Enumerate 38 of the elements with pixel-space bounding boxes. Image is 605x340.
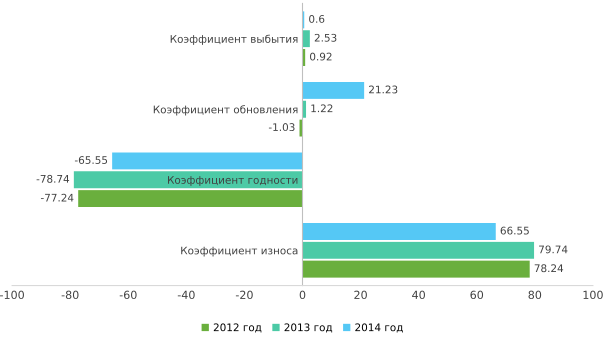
y-tick-label: Коэффициент выбытия (170, 34, 298, 45)
bar (302, 223, 496, 240)
x-tick-label: 0 (300, 290, 306, 300)
data-label: 2.53 (314, 34, 336, 42)
x-tick-label: 40 (412, 290, 425, 300)
bar (302, 30, 310, 48)
x-tick-label: 60 (470, 290, 484, 300)
data-label: 0.6 (309, 15, 324, 23)
data-label: -1.03 (268, 123, 295, 132)
x-tick-label: 80 (528, 290, 542, 300)
x-tick-label: -60 (120, 290, 137, 300)
legend-label: 2013 год (284, 323, 332, 333)
legend-label: 2014 год (355, 323, 403, 333)
data-label: -77.24 (40, 194, 74, 202)
bar (302, 260, 530, 278)
x-tick-label: 20 (354, 290, 367, 300)
data-label: 79.74 (539, 245, 568, 254)
data-label: 21.23 (369, 86, 398, 94)
bar (302, 82, 364, 99)
data-label: 0.92 (310, 52, 332, 61)
x-tick-label: -80 (62, 290, 79, 300)
y-tick-label: Коэффициент годности (168, 176, 298, 186)
bar (112, 152, 302, 170)
legend-label: 2012 год (214, 323, 262, 333)
y-tick-label: Коэффициент износа (181, 246, 298, 256)
bar (78, 190, 302, 208)
data-label: -78.74 (36, 174, 70, 183)
x-tick-label: -100 (0, 290, 24, 300)
y-tick-label: Коэффициент обновления (154, 105, 298, 116)
x-tick-label: -20 (236, 290, 253, 300)
data-label: 66.55 (500, 226, 529, 235)
bar (74, 171, 302, 188)
data-label: -65.55 (74, 156, 108, 164)
data-label: 78.24 (534, 264, 564, 272)
bar (302, 242, 534, 259)
x-tick-label: -40 (178, 290, 195, 300)
x-tick-label: 100 (584, 290, 603, 300)
data-label: 1.22 (311, 104, 332, 112)
